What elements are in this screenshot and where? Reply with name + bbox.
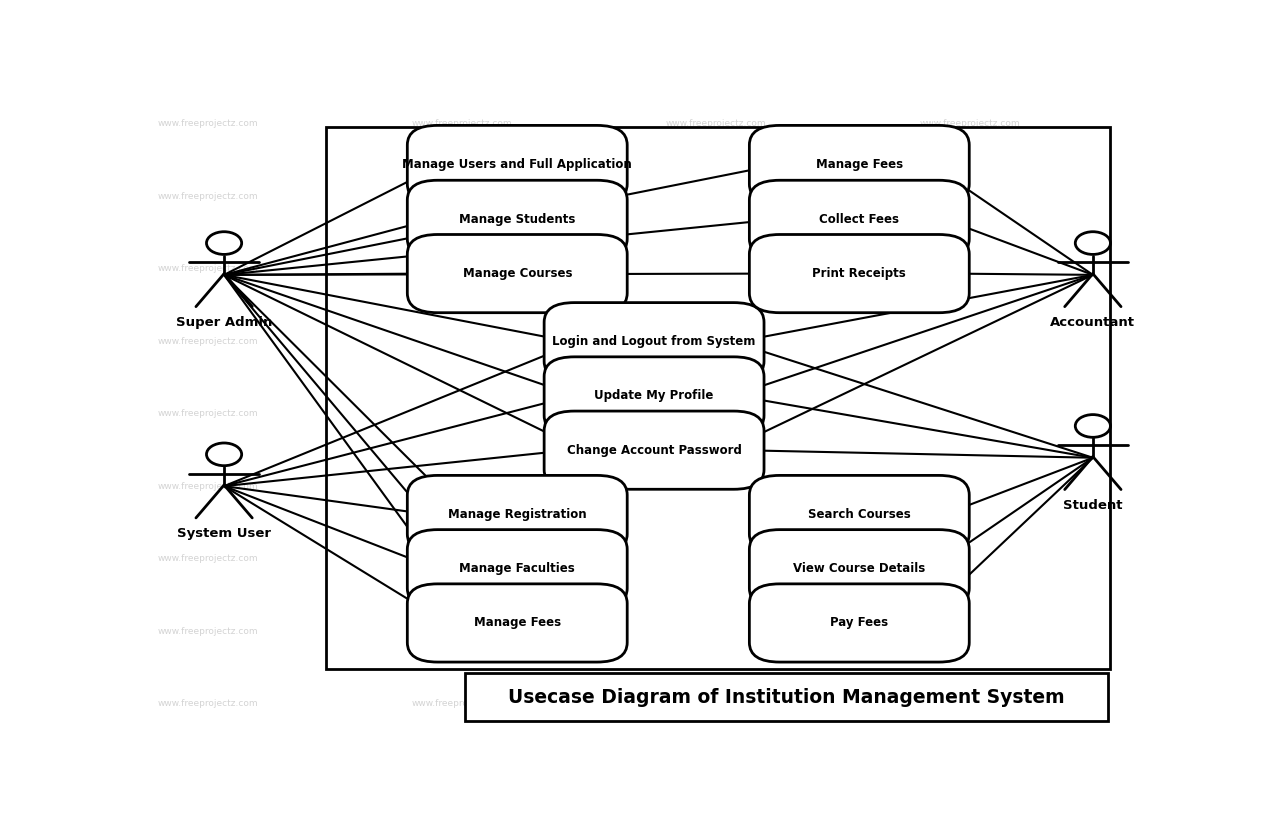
Text: www.freeprojectz.com: www.freeprojectz.com: [921, 264, 1020, 273]
Text: www.freeprojectz.com: www.freeprojectz.com: [158, 627, 259, 636]
Text: www.freeprojectz.com: www.freeprojectz.com: [411, 699, 512, 708]
Text: www.freeprojectz.com: www.freeprojectz.com: [411, 192, 512, 201]
Text: Manage Courses: Manage Courses: [463, 267, 572, 280]
Text: www.freeprojectz.com: www.freeprojectz.com: [921, 627, 1020, 636]
Text: Update My Profile: Update My Profile: [594, 390, 714, 402]
Text: www.freeprojectz.com: www.freeprojectz.com: [158, 337, 259, 346]
Text: www.freeprojectz.com: www.freeprojectz.com: [411, 410, 512, 418]
Text: www.freeprojectz.com: www.freeprojectz.com: [411, 482, 512, 491]
Text: www.freeprojectz.com: www.freeprojectz.com: [666, 699, 767, 708]
FancyBboxPatch shape: [407, 584, 627, 662]
FancyBboxPatch shape: [545, 411, 764, 489]
Text: www.freeprojectz.com: www.freeprojectz.com: [921, 699, 1020, 708]
Text: System User: System User: [177, 527, 271, 540]
Text: www.freeprojectz.com: www.freeprojectz.com: [666, 192, 767, 201]
Text: Search Courses: Search Courses: [808, 508, 910, 521]
FancyBboxPatch shape: [749, 180, 970, 259]
Text: www.freeprojectz.com: www.freeprojectz.com: [921, 192, 1020, 201]
Text: www.freeprojectz.com: www.freeprojectz.com: [158, 410, 259, 418]
Text: www.freeprojectz.com: www.freeprojectz.com: [411, 627, 512, 636]
FancyBboxPatch shape: [749, 234, 970, 313]
Text: www.freeprojectz.com: www.freeprojectz.com: [411, 264, 512, 273]
Text: www.freeprojectz.com: www.freeprojectz.com: [158, 554, 259, 563]
Text: www.freeprojectz.com: www.freeprojectz.com: [666, 554, 767, 563]
Text: Manage Fees: Manage Fees: [474, 617, 561, 630]
Text: www.freeprojectz.com: www.freeprojectz.com: [158, 482, 259, 491]
FancyBboxPatch shape: [407, 234, 627, 313]
Text: www.freeprojectz.com: www.freeprojectz.com: [921, 554, 1020, 563]
FancyBboxPatch shape: [749, 584, 970, 662]
FancyBboxPatch shape: [545, 302, 764, 381]
Text: www.freeprojectz.com: www.freeprojectz.com: [158, 192, 259, 201]
Text: Manage Faculties: Manage Faculties: [459, 562, 575, 575]
Text: www.freeprojectz.com: www.freeprojectz.com: [666, 482, 767, 491]
FancyBboxPatch shape: [407, 125, 627, 204]
FancyBboxPatch shape: [545, 357, 764, 435]
Text: Change Account Password: Change Account Password: [566, 444, 741, 457]
FancyBboxPatch shape: [749, 475, 970, 554]
Text: Accountant: Accountant: [1050, 315, 1135, 328]
Bar: [325, 127, 1111, 669]
Text: Student: Student: [1063, 499, 1122, 512]
Text: Pay Fees: Pay Fees: [830, 617, 888, 630]
Text: www.freeprojectz.com: www.freeprojectz.com: [666, 337, 767, 346]
Text: Super Admin: Super Admin: [175, 315, 272, 328]
Text: www.freeprojectz.com: www.freeprojectz.com: [666, 264, 767, 273]
Text: www.freeprojectz.com: www.freeprojectz.com: [158, 264, 259, 273]
Text: www.freeprojectz.com: www.freeprojectz.com: [921, 337, 1020, 346]
Text: www.freeprojectz.com: www.freeprojectz.com: [411, 554, 512, 563]
Text: www.freeprojectz.com: www.freeprojectz.com: [921, 119, 1020, 128]
Text: www.freeprojectz.com: www.freeprojectz.com: [921, 482, 1020, 491]
FancyBboxPatch shape: [407, 180, 627, 259]
Text: www.freeprojectz.com: www.freeprojectz.com: [411, 337, 512, 346]
Text: Manage Fees: Manage Fees: [816, 158, 903, 171]
Text: Login and Logout from System: Login and Logout from System: [552, 335, 755, 348]
Text: www.freeprojectz.com: www.freeprojectz.com: [158, 699, 259, 708]
Text: www.freeprojectz.com: www.freeprojectz.com: [158, 119, 259, 128]
Text: www.freeprojectz.com: www.freeprojectz.com: [666, 627, 767, 636]
Bar: [465, 673, 1107, 722]
FancyBboxPatch shape: [407, 530, 627, 608]
Text: View Course Details: View Course Details: [793, 562, 926, 575]
Text: Manage Registration: Manage Registration: [448, 508, 586, 521]
Text: Print Receipts: Print Receipts: [812, 267, 907, 280]
Text: www.freeprojectz.com: www.freeprojectz.com: [921, 410, 1020, 418]
Text: Manage Users and Full Application: Manage Users and Full Application: [402, 158, 632, 171]
Text: Collect Fees: Collect Fees: [820, 213, 899, 226]
FancyBboxPatch shape: [749, 125, 970, 204]
Text: www.freeprojectz.com: www.freeprojectz.com: [666, 119, 767, 128]
FancyBboxPatch shape: [407, 475, 627, 554]
Text: www.freeprojectz.com: www.freeprojectz.com: [411, 119, 512, 128]
Text: Usecase Diagram of Institution Management System: Usecase Diagram of Institution Managemen…: [508, 688, 1064, 707]
FancyBboxPatch shape: [749, 530, 970, 608]
Text: www.freeprojectz.com: www.freeprojectz.com: [666, 410, 767, 418]
Text: Manage Students: Manage Students: [459, 213, 575, 226]
